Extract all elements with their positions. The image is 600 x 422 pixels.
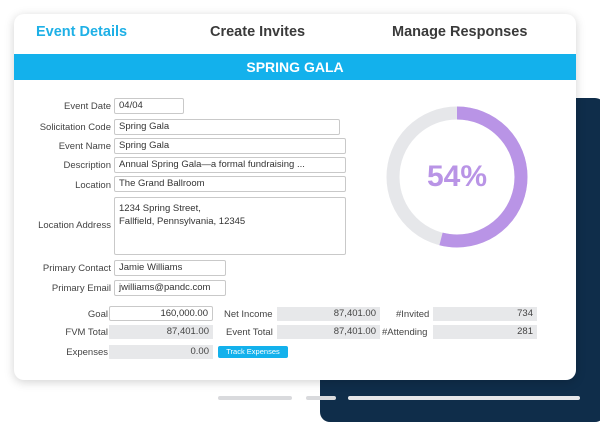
location-address-label: Location Address — [38, 220, 111, 231]
primary-email-label: Primary Email — [51, 283, 111, 294]
footer-divider-mid — [306, 396, 336, 400]
goal-label: Goal — [87, 309, 108, 320]
event-total-label: Event Total — [226, 327, 273, 338]
net-income-value: 87,401.00 — [277, 307, 380, 321]
attending-value: 281 — [433, 325, 537, 339]
tab-event-details[interactable]: Event Details — [36, 24, 128, 40]
event-title-banner: SPRING GALA — [14, 54, 576, 80]
solicitation-code-field[interactable]: Spring Gala — [114, 119, 340, 135]
address-line-2: Fallfield, Pennsylvania, 12345 — [119, 216, 246, 227]
invited-value: 734 — [433, 307, 537, 321]
tab-manage-responses[interactable]: Manage Responses — [392, 24, 528, 40]
address-line-1: 1234 Spring Street, — [119, 203, 201, 214]
net-income-label: Net Income — [224, 309, 273, 320]
goal-field[interactable]: 160,000.00 — [109, 306, 213, 321]
footer-divider-left — [218, 396, 292, 400]
event-date-field[interactable]: 04/04 — [114, 98, 184, 114]
tab-bar: Event Details Create Invites Manage Resp… — [14, 14, 576, 52]
invited-label: #Invited — [396, 309, 430, 320]
expenses-value: 0.00 — [109, 345, 213, 359]
location-label: Location — [75, 180, 111, 191]
track-expenses-button[interactable]: Track Expenses — [218, 346, 288, 358]
event-name-field[interactable]: Spring Gala — [114, 138, 346, 154]
tab-create-invites[interactable]: Create Invites — [210, 24, 306, 40]
expenses-label: Expenses — [66, 347, 108, 358]
primary-contact-field[interactable]: Jamie Williams — [114, 260, 226, 276]
event-name-label: Event Name — [58, 141, 111, 152]
description-field[interactable]: Annual Spring Gala—a formal fundraising … — [114, 157, 346, 173]
solicitation-code-label: Solicitation Code — [39, 122, 111, 133]
event-card: Event Details Create Invites Manage Resp… — [14, 14, 576, 380]
progress-donut — [386, 106, 528, 248]
attending-label: #Attending — [382, 327, 428, 338]
event-total-value: 87,401.00 — [277, 325, 380, 339]
event-date-label: Event Date — [64, 101, 111, 112]
description-label: Description — [63, 160, 111, 171]
location-field[interactable]: The Grand Ballroom — [114, 176, 346, 192]
progress-fill — [386, 106, 528, 248]
location-address-field[interactable]: 1234 Spring Street, Fallfield, Pennsylva… — [114, 197, 346, 255]
footer-divider-right — [348, 396, 580, 400]
progress-percent: 54% — [426, 160, 488, 193]
fvm-total-label: FVM Total — [65, 327, 108, 338]
primary-email-field[interactable]: jwilliams@pandc.com — [114, 280, 226, 296]
primary-contact-label: Primary Contact — [42, 263, 111, 274]
fvm-total-value: 87,401.00 — [109, 325, 213, 339]
